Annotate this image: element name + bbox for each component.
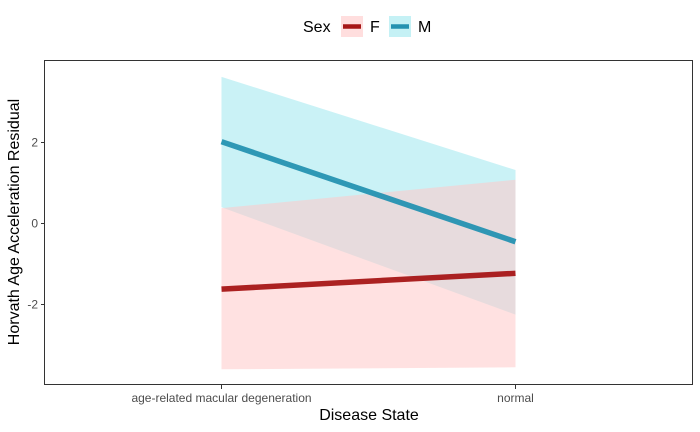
y-tick-label: -2: [27, 298, 38, 312]
legend-label: F: [370, 19, 380, 36]
panel-border: [44, 60, 693, 385]
legend: Sex F M: [303, 16, 431, 37]
y-tick-label: 2: [31, 136, 38, 150]
x-axis-title: Disease State: [319, 407, 419, 424]
series-lines: [220, 139, 517, 292]
series-line-m: [220, 139, 517, 245]
confidence-bands: [221, 76, 516, 370]
ci-band-f: [221, 179, 516, 370]
x-tick-label: age-related macular degeneration: [131, 391, 311, 405]
plot-area: [44, 60, 693, 385]
legend-entry-m: M: [389, 16, 431, 37]
y-tick-label: 0: [31, 217, 38, 231]
y-axis-title: Horvath Age Acceleration Residual: [6, 99, 23, 345]
legend-entry-f: F: [341, 16, 380, 37]
legend-label: M: [418, 19, 431, 36]
series-line-f: [221, 270, 516, 292]
y-axis: -2 0 2: [27, 136, 45, 312]
x-axis: age-related macular degeneration normal: [131, 385, 534, 405]
legend-title: Sex: [303, 19, 331, 36]
x-tick-label: normal: [497, 391, 534, 405]
